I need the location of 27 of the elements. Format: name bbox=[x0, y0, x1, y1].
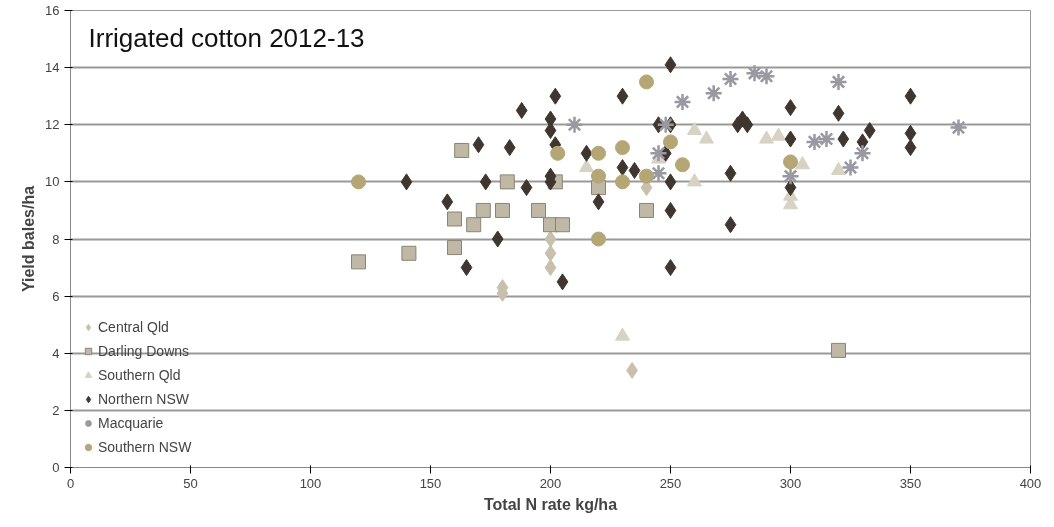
x-tick-label: 250 bbox=[659, 475, 682, 491]
x-tick-label: 400 bbox=[1019, 475, 1042, 491]
legend-label: Southern NSW bbox=[98, 439, 192, 455]
y-tick-label: 14 bbox=[45, 60, 60, 76]
y-tick-label: 8 bbox=[52, 231, 60, 247]
y-tick-label: 10 bbox=[45, 174, 60, 190]
legend-label: Northern NSW bbox=[98, 391, 190, 407]
legend-label: Darling Downs bbox=[98, 343, 190, 359]
legend-label: Southern Qld bbox=[98, 367, 181, 383]
y-tick-label: 16 bbox=[45, 3, 60, 18]
x-tick-label: 0 bbox=[66, 475, 75, 491]
x-tick-label: 100 bbox=[299, 475, 322, 491]
x-axis-title: Total N rate kg/ha bbox=[483, 495, 618, 513]
text: Irrigated cotton 2012-13 bbox=[88, 22, 365, 53]
y-tick-label: 2 bbox=[52, 402, 60, 418]
x-tick-label: 50 bbox=[183, 475, 198, 491]
y-tick-label: 6 bbox=[52, 288, 60, 304]
x-tick-label: 300 bbox=[779, 475, 802, 491]
y-tick-label: 12 bbox=[45, 117, 60, 133]
legend-label: Central Qld bbox=[98, 319, 169, 335]
y-tick-label: 4 bbox=[52, 345, 60, 361]
y-tick-label: 0 bbox=[52, 460, 60, 475]
x-tick-label: 350 bbox=[899, 475, 922, 491]
x-tick-label: 150 bbox=[419, 475, 442, 491]
y-axis-title: Yield bales/ha bbox=[20, 185, 38, 293]
legend-label: Macquarie bbox=[98, 415, 164, 431]
x-tick-label: 200 bbox=[539, 475, 562, 491]
